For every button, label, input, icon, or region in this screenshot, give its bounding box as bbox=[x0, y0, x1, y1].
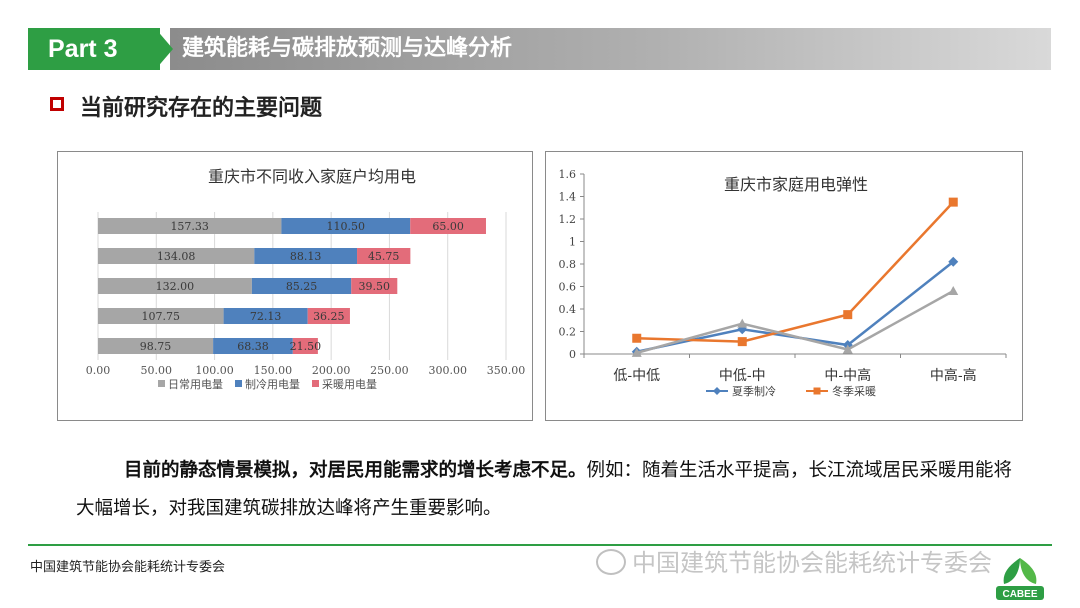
y-tick-label: 0.2 bbox=[559, 326, 577, 339]
legend-swatch bbox=[158, 380, 165, 387]
data-point bbox=[631, 347, 642, 357]
data-label: 110.50 bbox=[327, 220, 366, 233]
data-label: 88.13 bbox=[290, 250, 322, 263]
bar-segment bbox=[254, 248, 358, 264]
chart-panel-household-electricity: 重庆市不同收入家庭户均用电 0.00 50.00 100.00 150.00 200.00… bbox=[57, 151, 533, 421]
wechat-icon bbox=[596, 549, 626, 575]
data-point bbox=[843, 310, 853, 320]
x-tick-label: 200.00 bbox=[312, 364, 351, 377]
legend-entry: 冬季采暖 bbox=[832, 384, 876, 398]
data-label: 107.75 bbox=[142, 310, 181, 323]
line-chart: 重庆市家庭用电弹性 0 0.2 0.4 0.6 0.8 1 1.2 1.4 1.6 低-中低 中低-中… bbox=[559, 168, 1007, 398]
data-point bbox=[737, 318, 748, 328]
watermark-text: 中国建筑节能协会能耗统计专委会 bbox=[632, 549, 992, 577]
data-label: 132.00 bbox=[156, 280, 195, 293]
legend-entry: 采暖用电量 bbox=[322, 378, 377, 391]
legend-marker bbox=[813, 387, 821, 395]
bar-segment bbox=[223, 308, 308, 324]
body-paragraph: 目前的静态情景模拟，对居民用能需求的增长考虑不足。例如：随着生活水平提高，长江流… bbox=[76, 452, 1016, 528]
footer-organization: 中国建筑节能协会能耗统计专委会 bbox=[30, 560, 226, 575]
y-tick-label: 1.6 bbox=[559, 168, 577, 181]
y-tick-label: 1.2 bbox=[559, 213, 577, 226]
series-line bbox=[636, 260, 955, 353]
legend-swatch bbox=[312, 380, 319, 387]
data-label: 134.08 bbox=[157, 250, 196, 263]
y-tick-label: 1 bbox=[569, 236, 576, 249]
x-tick-label: 中高-高 bbox=[930, 367, 977, 384]
series-line bbox=[636, 289, 954, 355]
data-point bbox=[948, 197, 958, 207]
legend-marker bbox=[713, 387, 721, 395]
data-label: 68.38 bbox=[237, 340, 269, 353]
stacked-bar-chart: 重庆市不同收入家庭户均用电 0.00 50.00 100.00 150.00 200.00… bbox=[86, 167, 526, 391]
data-label: 39.50 bbox=[359, 280, 391, 293]
body-bold-text: 目前的静态情景模拟，对居民用能需求的增长考虑不足。 bbox=[124, 460, 587, 481]
data-label: 72.13 bbox=[250, 310, 282, 323]
bar-segment bbox=[98, 248, 255, 264]
bar-segment bbox=[251, 278, 352, 294]
y-tick-label: 0.4 bbox=[559, 303, 577, 316]
bar-segment bbox=[98, 308, 224, 324]
data-point bbox=[948, 256, 959, 267]
x-tick-label: 低-中低 bbox=[613, 368, 660, 384]
chart-title: 重庆市不同收入家庭户均用电 bbox=[208, 167, 416, 186]
bar-segment bbox=[351, 278, 398, 294]
y-tick-label: 1.4 bbox=[559, 191, 577, 204]
data-point bbox=[842, 344, 853, 354]
data-label: 36.25 bbox=[313, 310, 345, 323]
legend-entry: 日常用电量 bbox=[168, 378, 223, 391]
chart-title: 重庆市家庭用电弹性 bbox=[724, 175, 868, 194]
part-label: Part 3 bbox=[28, 28, 160, 70]
data-point bbox=[632, 333, 642, 343]
legend-entry: 夏季制冷 bbox=[732, 385, 776, 398]
data-point bbox=[948, 286, 959, 295]
bar-segment bbox=[213, 338, 293, 354]
bar-segment bbox=[357, 248, 411, 264]
chart-panel-elasticity: 重庆市家庭用电弹性 0 0.2 0.4 0.6 0.8 1 1.2 1.4 1.6 低-中低 中低-中… bbox=[545, 151, 1023, 421]
title-bar-background bbox=[170, 28, 1051, 70]
x-tick-label: 250.00 bbox=[370, 364, 409, 377]
part-arrow-icon bbox=[155, 28, 173, 70]
square-bullet-icon bbox=[50, 97, 64, 111]
header-bar: Part 3 建筑能耗与碳排放预测与达峰分析 bbox=[0, 28, 1080, 70]
body-rest-text: 例如：随着生活水平提高，长江流域居民采暖用能将大幅增长，对我国建筑碳排放达峰将产… bbox=[76, 460, 1013, 519]
data-label: 98.75 bbox=[140, 340, 172, 353]
x-tick-label: 350.00 bbox=[487, 364, 526, 377]
footer-divider bbox=[28, 544, 1052, 546]
data-label: 85.25 bbox=[286, 280, 318, 293]
data-label: 45.75 bbox=[368, 250, 400, 263]
x-tick-label: 0.00 bbox=[86, 364, 111, 377]
bar-segment bbox=[410, 218, 486, 234]
bar-segment bbox=[281, 218, 411, 234]
data-point bbox=[737, 337, 747, 347]
cabee-logo: CABEE bbox=[996, 558, 1044, 600]
x-tick-label: 中低-中 bbox=[719, 368, 766, 384]
bar-segment bbox=[307, 308, 350, 324]
series-line bbox=[636, 201, 955, 343]
y-tick-label: 0.6 bbox=[559, 281, 577, 294]
x-tick-label: 100.00 bbox=[195, 364, 234, 377]
page-title: 建筑能耗与碳排放预测与达峰分析 bbox=[182, 36, 513, 61]
legend-swatch bbox=[235, 380, 242, 387]
data-label: 21.50 bbox=[290, 340, 322, 353]
y-tick-label: 0.8 bbox=[559, 258, 577, 271]
data-label: 65.00 bbox=[432, 220, 464, 233]
y-tick-label: 0 bbox=[569, 348, 576, 361]
data-label: 157.33 bbox=[170, 220, 209, 233]
x-tick-label: 150.00 bbox=[254, 364, 293, 377]
x-tick-label: 中-中高 bbox=[824, 367, 871, 384]
bar-segment bbox=[292, 338, 318, 354]
bar-segment bbox=[98, 338, 214, 354]
legend-entry: 制冷用电量 bbox=[245, 378, 300, 391]
bar-segment bbox=[98, 278, 252, 294]
x-tick-label: 50.00 bbox=[141, 364, 173, 377]
wechat-watermark: 中国建筑节能协会能耗统计专委会 bbox=[596, 543, 992, 578]
svg-text:CABEE: CABEE bbox=[1002, 589, 1037, 600]
section-subtitle: 当前研究存在的主要问题 bbox=[80, 95, 323, 121]
x-tick-label: 300.00 bbox=[428, 364, 467, 377]
bar-segment bbox=[98, 218, 282, 234]
